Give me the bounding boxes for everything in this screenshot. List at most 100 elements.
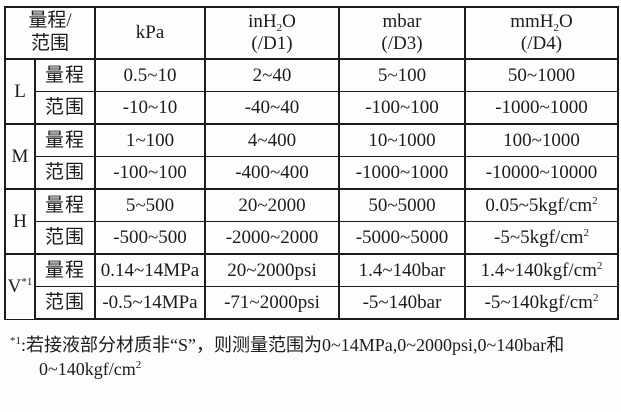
row-label-cell: 量程 bbox=[34, 188, 96, 222]
value-text: 1.4~140kgf/cm bbox=[480, 259, 597, 281]
value-cell: -500~500 bbox=[94, 221, 206, 255]
value-text: -400~400 bbox=[235, 161, 309, 183]
value-text: -10000~10000 bbox=[485, 161, 598, 183]
row-label-cell: 范围 bbox=[34, 286, 96, 320]
value-text: 1~100 bbox=[125, 129, 175, 151]
value-cell: 50~1000 bbox=[464, 58, 619, 92]
value-cell: 10~1000 bbox=[338, 123, 466, 157]
group-letter-cell: V*1 bbox=[4, 253, 36, 320]
value-cell: 0.05~5kgf/cm2 bbox=[464, 188, 619, 222]
value-cell: -5000~5000 bbox=[338, 221, 466, 255]
value-text: 0.5~10 bbox=[123, 64, 177, 86]
value-cell: -100~100 bbox=[338, 91, 466, 125]
value-cell: -5~140kgf/cm2 bbox=[464, 286, 619, 320]
unit-variant: (/D3) bbox=[381, 33, 423, 54]
value-text: -0.5~14MPa bbox=[102, 291, 198, 313]
unit-text: mbar bbox=[382, 11, 422, 33]
corner-line1: 量程/ bbox=[28, 10, 72, 32]
table-row: H 量程 5~500 20~2000 50~5000 0.05~5kgf/cm2 bbox=[4, 188, 619, 255]
table-row: 范围 -100~100 -400~400 -1000~1000 -10000~1… bbox=[5, 156, 619, 190]
value-text: 20~2000 bbox=[238, 194, 306, 216]
group-letter-cell: H bbox=[4, 188, 36, 255]
table-row: M 量程 1~100 4~400 10~1000 100~1000 bbox=[4, 123, 619, 190]
corner-header-cell: 量程/ 范围 bbox=[4, 6, 96, 60]
value-text: -5~140bar bbox=[362, 291, 442, 313]
value-cell: 4~400 bbox=[204, 123, 340, 157]
unit-text: inH bbox=[248, 11, 277, 33]
group-letter: H bbox=[13, 210, 27, 232]
value-text: -100~100 bbox=[113, 161, 187, 183]
value-cell: -5~5kgf/cm2 bbox=[464, 221, 619, 255]
unit-variant: (/D4) bbox=[520, 33, 563, 54]
unit-subscript: 2 bbox=[276, 22, 283, 35]
value-cell: 2~40 bbox=[204, 58, 340, 92]
table-row: L 量程 0.5~10 2~40 5~100 50~1000 bbox=[4, 58, 619, 125]
value-cell: 0.14~14MPa bbox=[94, 253, 206, 287]
value-text: 10~1000 bbox=[368, 129, 436, 151]
header-cell-inh2o: inH2O (/D1) bbox=[204, 6, 340, 60]
footnote-text: :若接液部分材质非“S”，则测量范围为0~14MPa,0~2000psi,0~1… bbox=[21, 335, 565, 355]
unit-text: kPa bbox=[135, 22, 165, 44]
value-cell: 50~5000 bbox=[338, 188, 466, 222]
value-superscript: 2 bbox=[596, 259, 603, 272]
value-cell: -1000~1000 bbox=[338, 156, 466, 190]
value-text: 0.05~5kgf/cm bbox=[485, 194, 593, 216]
value-cell: -10~10 bbox=[94, 91, 206, 125]
corner-line2: 范围 bbox=[30, 33, 69, 54]
footnote: *1:若接液部分材质非“S”，则测量范围为0~14MPa,0~2000psi,0… bbox=[10, 333, 621, 382]
unit-text: mmH bbox=[510, 11, 554, 33]
group-letter: M bbox=[11, 145, 29, 167]
value-text: -1000~1000 bbox=[495, 96, 588, 118]
row-label-cell: 量程 bbox=[34, 253, 96, 287]
unit-text: O bbox=[559, 11, 573, 33]
value-cell: -40~40 bbox=[204, 91, 340, 125]
footnote-line2: 0~140kgf/cm2 bbox=[39, 357, 621, 381]
value-text: 4~400 bbox=[247, 129, 297, 151]
group-letter-cell: L bbox=[4, 58, 36, 125]
value-text: -2000~2000 bbox=[225, 226, 319, 248]
value-text: -40~40 bbox=[244, 96, 300, 118]
value-cell: 1.4~140bar bbox=[338, 253, 466, 287]
value-text: 1.4~140bar bbox=[358, 259, 446, 281]
value-text: 5~500 bbox=[125, 194, 175, 216]
row-label-cell: 量程 bbox=[34, 58, 96, 92]
value-cell: -5~140bar bbox=[338, 286, 466, 320]
header-cell-kpa: kPa bbox=[94, 6, 206, 60]
value-text: 20~2000psi bbox=[227, 259, 317, 281]
table-row: 范围 -0.5~14MPa -71~2000psi -5~140bar -5~1… bbox=[5, 286, 619, 320]
value-text: -5000~5000 bbox=[355, 226, 449, 248]
row-label-cell: 范围 bbox=[34, 91, 96, 125]
unit-subscript: 2 bbox=[553, 22, 560, 35]
value-cell: 100~1000 bbox=[464, 123, 619, 157]
value-cell: -0.5~14MPa bbox=[94, 286, 206, 320]
value-cell: -71~2000psi bbox=[204, 286, 340, 320]
value-text: 0.14~14MPa bbox=[100, 259, 200, 281]
value-text: 50~5000 bbox=[368, 194, 436, 216]
value-text: 50~1000 bbox=[507, 64, 576, 86]
group-letter-cell: M bbox=[4, 123, 36, 190]
header-cell-mmh2o: mmH2O (/D4) bbox=[464, 6, 619, 60]
header-cell-mbar: mbar (/D3) bbox=[338, 6, 466, 60]
value-text: -1000~1000 bbox=[355, 161, 449, 183]
value-cell: 20~2000psi bbox=[204, 253, 340, 287]
value-text: 5~100 bbox=[377, 64, 427, 86]
group-letter: L bbox=[14, 80, 26, 102]
value-text: -10~10 bbox=[122, 96, 178, 118]
group-letter: V bbox=[7, 275, 22, 297]
header-row: 量程/ 范围 kPa inH2O (/D1) mbar (/D3) mmH2O … bbox=[4, 6, 619, 60]
value-cell: 1.4~140kgf/cm2 bbox=[464, 253, 619, 287]
footnote-line1: *1:若接液部分材质非“S”，则测量范围为0~14MPa,0~2000psi,0… bbox=[10, 333, 621, 357]
table-row: V*1 量程 0.14~14MPa 20~2000psi 1.4~140bar … bbox=[4, 253, 619, 320]
unit-text: O bbox=[282, 11, 296, 33]
footnote-text: 0~140kgf/cm bbox=[39, 359, 136, 380]
value-text: -5~5kgf/cm bbox=[494, 226, 584, 248]
footnote-superscript: 2 bbox=[135, 359, 142, 372]
value-cell: 5~500 bbox=[94, 188, 206, 222]
group-letter-footnote-marker: *1 bbox=[21, 275, 33, 288]
value-cell: 0.5~10 bbox=[94, 58, 206, 92]
value-text: -71~2000psi bbox=[224, 291, 320, 313]
row-label-cell: 量程 bbox=[34, 123, 96, 157]
value-cell: -100~100 bbox=[94, 156, 206, 190]
value-cell: 5~100 bbox=[338, 58, 466, 92]
footnote-marker: *1 bbox=[10, 335, 21, 347]
